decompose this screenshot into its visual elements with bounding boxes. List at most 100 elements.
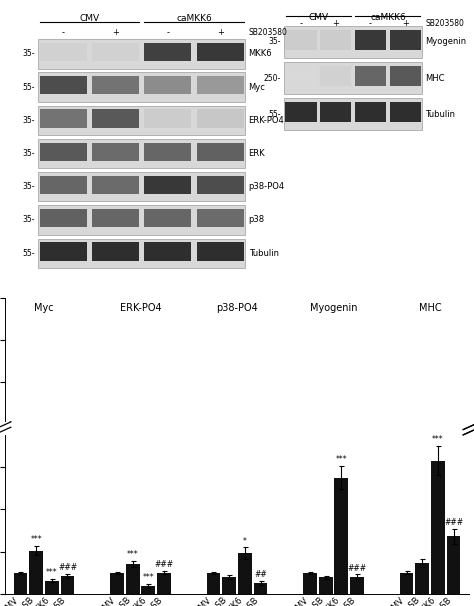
Text: 35-: 35- bbox=[22, 50, 35, 58]
Text: MKK6: MKK6 bbox=[248, 50, 272, 58]
Bar bbox=[197, 109, 244, 128]
Text: 35-: 35- bbox=[22, 216, 35, 224]
Bar bbox=[350, 576, 364, 594]
Bar bbox=[38, 205, 246, 235]
Text: CMV: CMV bbox=[308, 13, 328, 22]
Text: 35-: 35- bbox=[269, 37, 281, 46]
Text: 55-: 55- bbox=[22, 82, 35, 92]
Text: Myogenin: Myogenin bbox=[425, 37, 466, 46]
Bar bbox=[355, 102, 386, 122]
Bar bbox=[197, 176, 244, 194]
Bar bbox=[355, 30, 386, 50]
Bar bbox=[197, 209, 244, 227]
Text: ###: ### bbox=[58, 563, 77, 572]
Bar bbox=[222, 577, 236, 594]
Text: ***: *** bbox=[336, 455, 347, 464]
Text: +: + bbox=[217, 28, 224, 37]
Bar bbox=[40, 142, 87, 161]
Text: ERK-PO4: ERK-PO4 bbox=[248, 116, 284, 125]
Text: ***: *** bbox=[143, 573, 154, 582]
Text: Myogenin: Myogenin bbox=[310, 302, 357, 313]
Bar bbox=[415, 563, 429, 594]
Text: Myc: Myc bbox=[34, 302, 54, 313]
Bar bbox=[320, 102, 351, 122]
Bar bbox=[461, 422, 474, 435]
Text: caMKK6: caMKK6 bbox=[176, 14, 212, 23]
Bar bbox=[197, 142, 244, 161]
Text: -: - bbox=[369, 19, 372, 28]
Text: +: + bbox=[402, 19, 409, 28]
Text: ERK: ERK bbox=[248, 149, 265, 158]
Bar bbox=[38, 73, 246, 102]
Bar bbox=[145, 176, 191, 194]
Bar bbox=[285, 66, 317, 86]
Bar bbox=[431, 461, 445, 594]
Text: ###: ### bbox=[444, 518, 463, 527]
Bar bbox=[145, 109, 191, 128]
Bar bbox=[145, 242, 191, 261]
Text: caMKK6: caMKK6 bbox=[370, 13, 406, 22]
Bar bbox=[92, 76, 139, 95]
Text: 250-: 250- bbox=[264, 73, 281, 82]
Bar bbox=[390, 102, 421, 122]
Bar bbox=[92, 43, 139, 61]
Text: -: - bbox=[62, 28, 65, 37]
Bar bbox=[284, 25, 422, 58]
Text: ***: *** bbox=[127, 550, 138, 559]
Text: ##: ## bbox=[254, 570, 267, 579]
Bar bbox=[400, 573, 413, 594]
Bar bbox=[320, 66, 351, 86]
Text: p38-PO4: p38-PO4 bbox=[248, 182, 285, 191]
Bar bbox=[38, 172, 246, 201]
Text: ***: *** bbox=[432, 435, 444, 444]
Bar bbox=[14, 573, 27, 594]
Text: ERK-PO4: ERK-PO4 bbox=[119, 302, 161, 313]
Bar bbox=[390, 66, 421, 86]
Bar bbox=[303, 573, 317, 594]
Bar bbox=[38, 139, 246, 168]
Bar bbox=[355, 66, 386, 86]
Bar bbox=[145, 142, 191, 161]
Text: SB203580: SB203580 bbox=[248, 28, 288, 37]
Text: -: - bbox=[300, 19, 302, 28]
Text: CMV: CMV bbox=[80, 14, 100, 23]
Text: 35-: 35- bbox=[22, 149, 35, 158]
Text: p38: p38 bbox=[248, 216, 265, 224]
Text: MHC: MHC bbox=[419, 302, 441, 313]
Bar bbox=[29, 550, 43, 594]
Text: 35-: 35- bbox=[22, 182, 35, 191]
Text: ###: ### bbox=[155, 561, 173, 570]
Bar bbox=[238, 553, 252, 594]
Bar bbox=[390, 30, 421, 50]
Bar bbox=[284, 62, 422, 94]
Bar bbox=[197, 76, 244, 95]
Bar bbox=[284, 98, 422, 130]
Bar bbox=[40, 209, 87, 227]
Bar bbox=[126, 564, 139, 594]
Text: *: * bbox=[243, 537, 247, 545]
Bar bbox=[319, 578, 333, 594]
Bar bbox=[61, 576, 74, 594]
Bar bbox=[92, 176, 139, 194]
Bar bbox=[207, 573, 220, 594]
Bar bbox=[335, 478, 348, 594]
Text: 55-: 55- bbox=[269, 110, 281, 119]
Bar bbox=[0, 422, 13, 435]
Text: +: + bbox=[112, 28, 119, 37]
Text: +: + bbox=[332, 19, 339, 28]
Text: ***: *** bbox=[30, 535, 42, 544]
Bar bbox=[320, 30, 351, 50]
Text: ###: ### bbox=[347, 564, 366, 573]
Bar bbox=[145, 43, 191, 61]
Text: p38-PO4: p38-PO4 bbox=[216, 302, 258, 313]
Bar bbox=[285, 30, 317, 50]
Text: Myc: Myc bbox=[248, 82, 265, 92]
Text: Tubulin: Tubulin bbox=[425, 110, 455, 119]
Text: SB203580: SB203580 bbox=[425, 19, 464, 28]
Bar bbox=[38, 39, 246, 68]
Bar bbox=[40, 43, 87, 61]
Text: Tubulin: Tubulin bbox=[248, 248, 279, 258]
Bar bbox=[40, 76, 87, 95]
Bar bbox=[110, 573, 124, 594]
Text: ***: *** bbox=[46, 568, 58, 578]
